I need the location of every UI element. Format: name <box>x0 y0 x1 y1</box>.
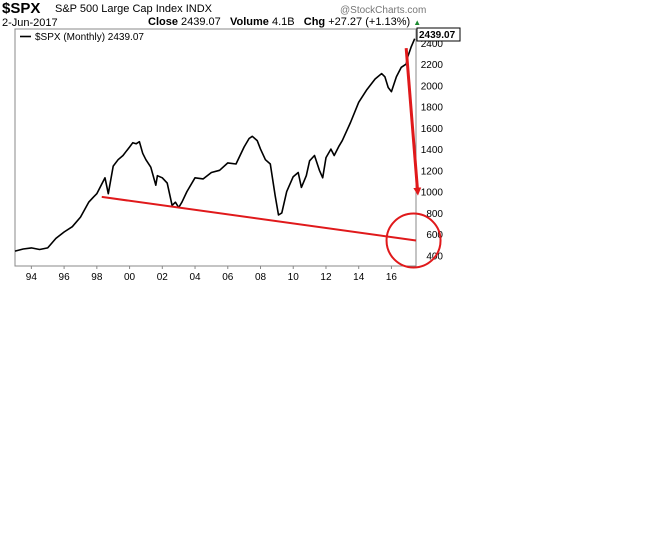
y-axis: 4006008001000120014001600180020002200240… <box>421 39 444 263</box>
last-value-box <box>416 27 461 42</box>
x-axis: 94 96 98 00 02 04 06 08 10 12 14 16 <box>26 266 398 283</box>
last-value-label: 2439.07 <box>419 30 456 41</box>
series-legend: $SPX (Monthly) 2439.07 <box>35 32 144 43</box>
change-value: +27.27 (+1.13%) <box>328 16 411 28</box>
drop-arrow <box>404 48 422 196</box>
y-tick-label: 600 <box>426 230 443 241</box>
exchange-label: INDX <box>185 3 212 15</box>
x-tick-label: 14 <box>353 272 365 283</box>
x-tick-label: 98 <box>91 272 103 283</box>
volume-label: Volume <box>229 16 269 28</box>
y-tick-label: 1600 <box>421 124 444 135</box>
y-tick-label: 800 <box>426 209 443 220</box>
stockcharts-watermark: @StockCharts.com <box>340 5 427 16</box>
x-tick-label: 16 <box>386 272 398 283</box>
y-tick-label: 2000 <box>421 81 444 92</box>
index-full-name: S&P 500 Large Cap Index <box>55 3 183 15</box>
close-label: Close <box>148 16 178 28</box>
quote-date: 2-Jun-2017 <box>2 17 58 29</box>
x-tick-label: 06 <box>222 272 234 283</box>
x-tick-label: 96 <box>59 272 71 283</box>
x-tick-label: 00 <box>124 272 136 283</box>
change-label: Chg <box>303 16 326 28</box>
close-value: 2439.07 <box>181 16 221 28</box>
y-tick-label: 2200 <box>421 60 444 71</box>
x-tick-label: 10 <box>288 272 300 283</box>
quote-summary: Close 2439.07 Volume 4.1B Chg +27.27 (+1… <box>148 16 421 28</box>
x-tick-label: 12 <box>320 272 332 283</box>
y-tick-label: 1800 <box>421 103 444 114</box>
ticker-symbol: $SPX <box>2 0 41 17</box>
x-tick-label: 94 <box>26 272 38 283</box>
y-tick-label: 1000 <box>421 188 444 199</box>
support-trendline <box>101 195 417 242</box>
plot-area <box>14 28 417 267</box>
volume-value: 4.1B <box>271 16 295 28</box>
index-name: S&P 500 Large Cap Index INDX <box>55 3 212 15</box>
y-tick-label: 2400 <box>421 39 444 50</box>
last-value-badge: 2439.07 <box>416 27 461 42</box>
x-tick-label: 02 <box>157 272 169 283</box>
up-arrow-icon: ▲ <box>413 18 422 27</box>
y-tick-label: 1400 <box>421 145 444 156</box>
y-tick-label: 1200 <box>421 166 444 177</box>
x-tick-label: 08 <box>255 272 267 283</box>
price-series-line <box>14 38 416 252</box>
target-circle <box>385 212 442 269</box>
x-tick-label: 04 <box>189 272 201 283</box>
